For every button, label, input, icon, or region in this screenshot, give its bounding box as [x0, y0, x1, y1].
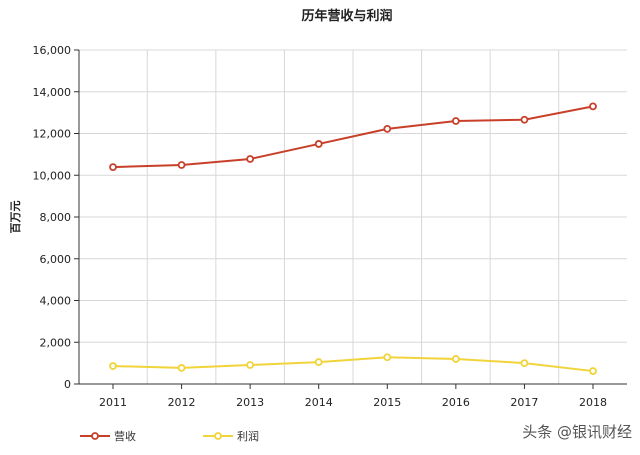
data-point — [520, 115, 529, 124]
y-tick-label: 6,000 — [40, 253, 72, 266]
x-tick-label: 2016 — [442, 396, 470, 409]
y-tick-label: 4,000 — [40, 295, 72, 308]
x-tick-label: 2018 — [579, 396, 607, 409]
data-point — [520, 359, 529, 368]
x-tick-label: 2011 — [99, 396, 127, 409]
data-point — [589, 367, 597, 375]
data-point — [177, 161, 186, 169]
legend: 营收 利润 — [80, 429, 259, 443]
data-point — [314, 140, 323, 148]
series-profit — [109, 353, 597, 375]
data-point — [177, 364, 186, 372]
axes: 0 2,000 4,000 6,000 8,000 10,000 12,000 14,000 1… — [33, 44, 627, 409]
y-tick-label: 8,000 — [40, 211, 72, 224]
watermark: 头条 @银讯财经 — [522, 423, 632, 441]
data-point — [451, 355, 460, 363]
series-layer — [109, 102, 597, 375]
data-point — [451, 117, 460, 125]
series-line — [112, 356, 594, 373]
y-tick-label: 0 — [64, 378, 71, 391]
legend-swatch-marker — [91, 432, 99, 440]
x-tick-label: 2014 — [305, 396, 333, 409]
data-point — [246, 155, 255, 163]
legend-swatch-marker — [214, 432, 222, 440]
grid — [79, 49, 627, 384]
x-tick-label: 2013 — [236, 396, 264, 409]
series-revenue — [109, 102, 597, 172]
y-tick-label: 14,000 — [33, 86, 72, 99]
chart-title: 历年营收与利润 — [301, 8, 392, 24]
legend-label: 利润 — [237, 429, 259, 443]
data-point — [383, 125, 392, 133]
y-tick-label: 2,000 — [40, 336, 72, 349]
x-tick-label: 2015 — [373, 396, 401, 409]
data-point — [589, 102, 597, 111]
data-point — [109, 163, 117, 172]
x-tick-label: 2017 — [510, 396, 538, 409]
y-tick-label: 12,000 — [33, 128, 72, 141]
data-point — [314, 358, 323, 366]
y-tick-label: 10,000 — [33, 169, 72, 182]
x-tick-label: 2012 — [168, 396, 196, 409]
data-point — [383, 353, 392, 362]
legend-label: 营收 — [114, 429, 136, 443]
series-line — [112, 105, 594, 169]
data-point — [109, 362, 117, 370]
y-axis-label: 百万元 — [9, 201, 22, 234]
data-point — [246, 361, 255, 369]
y-tick-label: 16,000 — [33, 44, 72, 57]
